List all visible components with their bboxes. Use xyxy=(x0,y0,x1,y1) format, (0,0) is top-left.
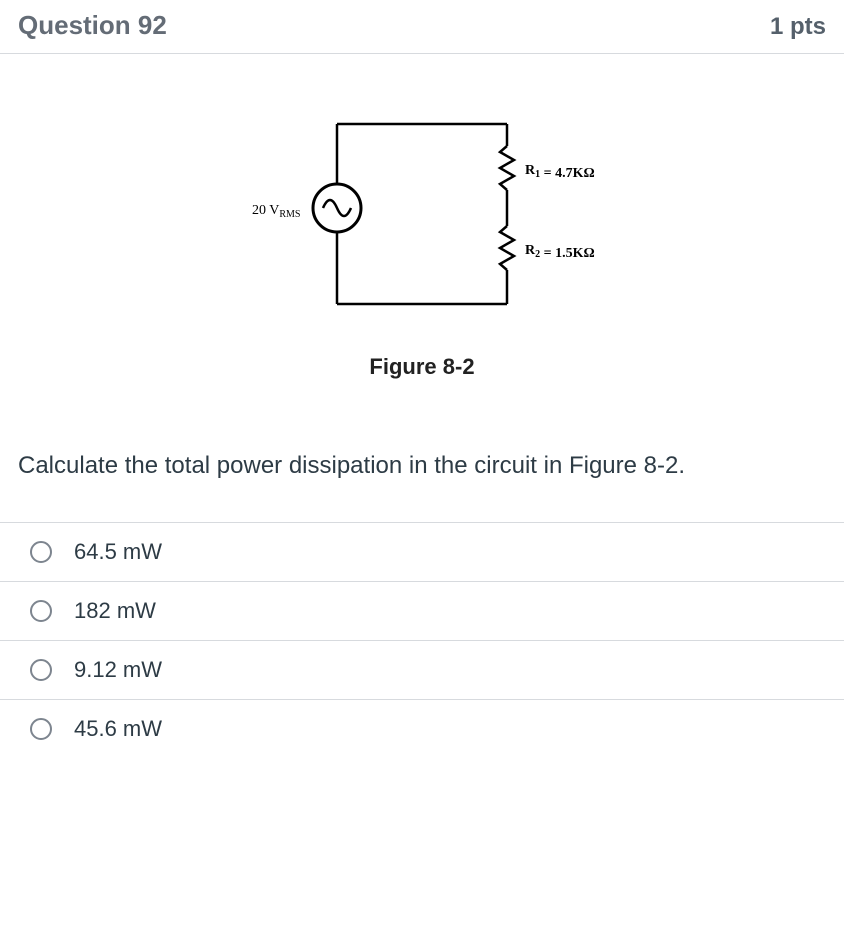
option-radio[interactable] xyxy=(30,659,52,681)
option-radio[interactable] xyxy=(30,600,52,622)
question-prompt: Calculate the total power dissipation in… xyxy=(0,420,844,522)
option-label: 64.5 mW xyxy=(74,539,162,565)
answer-option[interactable]: 182 mW xyxy=(0,582,844,641)
option-radio[interactable] xyxy=(30,541,52,563)
option-radio[interactable] xyxy=(30,718,52,740)
answer-options: 64.5 mW 182 mW 9.12 mW 45.6 mW xyxy=(0,522,844,758)
source-label: 20 VRMS xyxy=(252,203,301,220)
r1-label: R1 = 4.7KΩ xyxy=(525,163,595,181)
r2-label: R2 = 1.5KΩ xyxy=(525,243,595,261)
figure-caption: Figure 8-2 xyxy=(369,354,474,380)
answer-option[interactable]: 64.5 mW xyxy=(0,523,844,582)
question-header: Question 92 1 pts xyxy=(0,0,844,54)
option-label: 182 mW xyxy=(74,598,156,624)
figure-container: 20 VRMS R1 = 4.7KΩ R2 = 1.5KΩ Figure 8-2 xyxy=(0,54,844,420)
answer-option[interactable]: 9.12 mW xyxy=(0,641,844,700)
question-points: 1 pts xyxy=(770,13,826,41)
question-title: Question 92 xyxy=(18,10,167,41)
option-label: 45.6 mW xyxy=(74,716,162,742)
answer-option[interactable]: 45.6 mW xyxy=(0,700,844,758)
circuit-diagram: 20 VRMS R1 = 4.7KΩ R2 = 1.5KΩ xyxy=(207,104,637,324)
option-label: 9.12 mW xyxy=(74,657,162,683)
